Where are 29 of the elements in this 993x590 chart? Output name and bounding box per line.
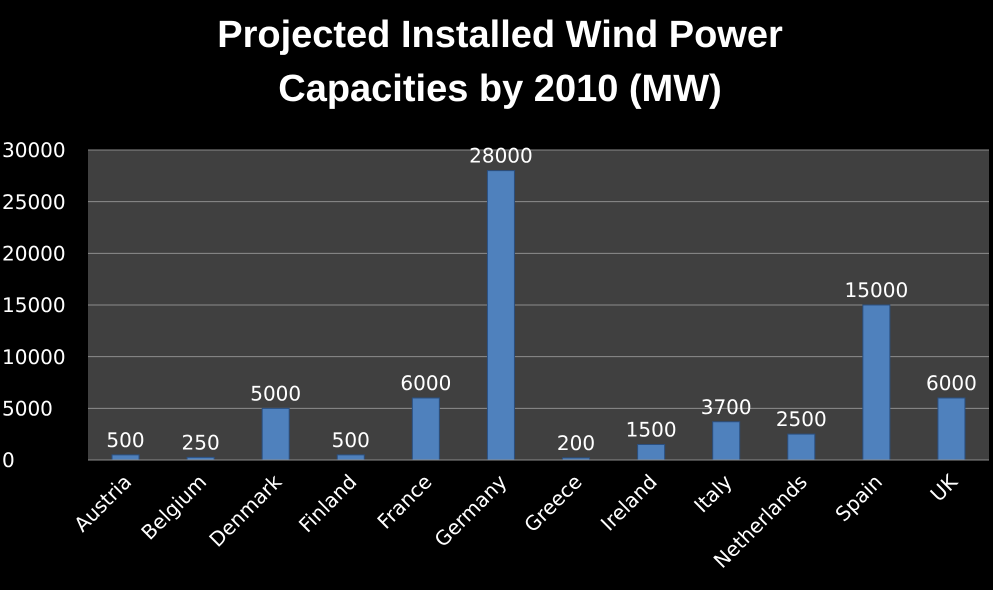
- y-tick-label: 20000: [2, 241, 66, 266]
- bar: [787, 434, 816, 460]
- data-label: 5000: [250, 381, 302, 406]
- data-label: 200: [556, 430, 596, 455]
- bar: [486, 170, 515, 460]
- data-label: 6000: [926, 371, 977, 395]
- data-label: 3700: [700, 394, 752, 419]
- data-label: 500: [106, 428, 145, 452]
- y-tick-label: 30000: [2, 138, 66, 162]
- data-label: 28000: [469, 144, 533, 168]
- x-tick-label: UK: [925, 469, 963, 506]
- y-tick-label: 5000: [2, 396, 53, 420]
- bar: [862, 304, 890, 460]
- y-tick-label: 15000: [2, 293, 66, 318]
- bar: [637, 444, 666, 460]
- bar: [262, 408, 290, 460]
- y-tick-label: 25000: [2, 190, 66, 214]
- bar: [937, 398, 966, 460]
- chart-title: Projected Installed Wind Power Capacities by 2010 (MW): [216, 13, 784, 112]
- data-label: 500: [332, 428, 370, 452]
- y-tick-label: 10000: [2, 344, 66, 369]
- y-tick-label: 0: [2, 448, 15, 472]
- data-label: 2500: [776, 407, 827, 432]
- data-label: 6000: [400, 371, 452, 395]
- bar: [712, 421, 740, 460]
- data-label: 250: [182, 430, 220, 454]
- data-label: 15000: [844, 278, 908, 302]
- data-label: 1500: [626, 418, 677, 442]
- bar: [412, 398, 440, 460]
